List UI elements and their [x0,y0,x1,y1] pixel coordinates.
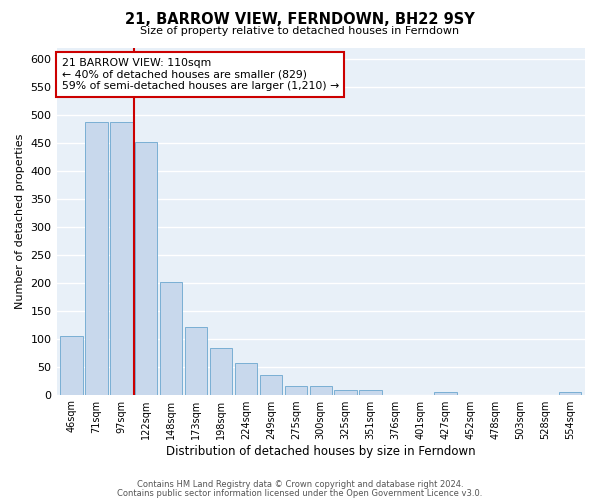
Bar [235,363,257,394]
Bar [110,122,133,394]
Y-axis label: Number of detached properties: Number of detached properties [15,134,25,308]
Bar [185,327,208,394]
Bar [284,386,307,394]
Bar [260,375,282,394]
Bar [135,142,157,394]
Text: Size of property relative to detached houses in Ferndown: Size of property relative to detached ho… [140,26,460,36]
Bar [85,122,107,394]
Bar [210,348,232,395]
Bar [334,390,357,394]
X-axis label: Distribution of detached houses by size in Ferndown: Distribution of detached houses by size … [166,444,476,458]
Bar [559,392,581,394]
Bar [310,386,332,394]
Bar [434,392,457,394]
Text: Contains HM Land Registry data © Crown copyright and database right 2024.: Contains HM Land Registry data © Crown c… [137,480,463,489]
Text: 21, BARROW VIEW, FERNDOWN, BH22 9SY: 21, BARROW VIEW, FERNDOWN, BH22 9SY [125,12,475,28]
Text: Contains public sector information licensed under the Open Government Licence v3: Contains public sector information licen… [118,488,482,498]
Bar [60,336,83,394]
Bar [160,282,182,395]
Text: 21 BARROW VIEW: 110sqm
← 40% of detached houses are smaller (829)
59% of semi-de: 21 BARROW VIEW: 110sqm ← 40% of detached… [62,58,339,91]
Bar [359,390,382,394]
